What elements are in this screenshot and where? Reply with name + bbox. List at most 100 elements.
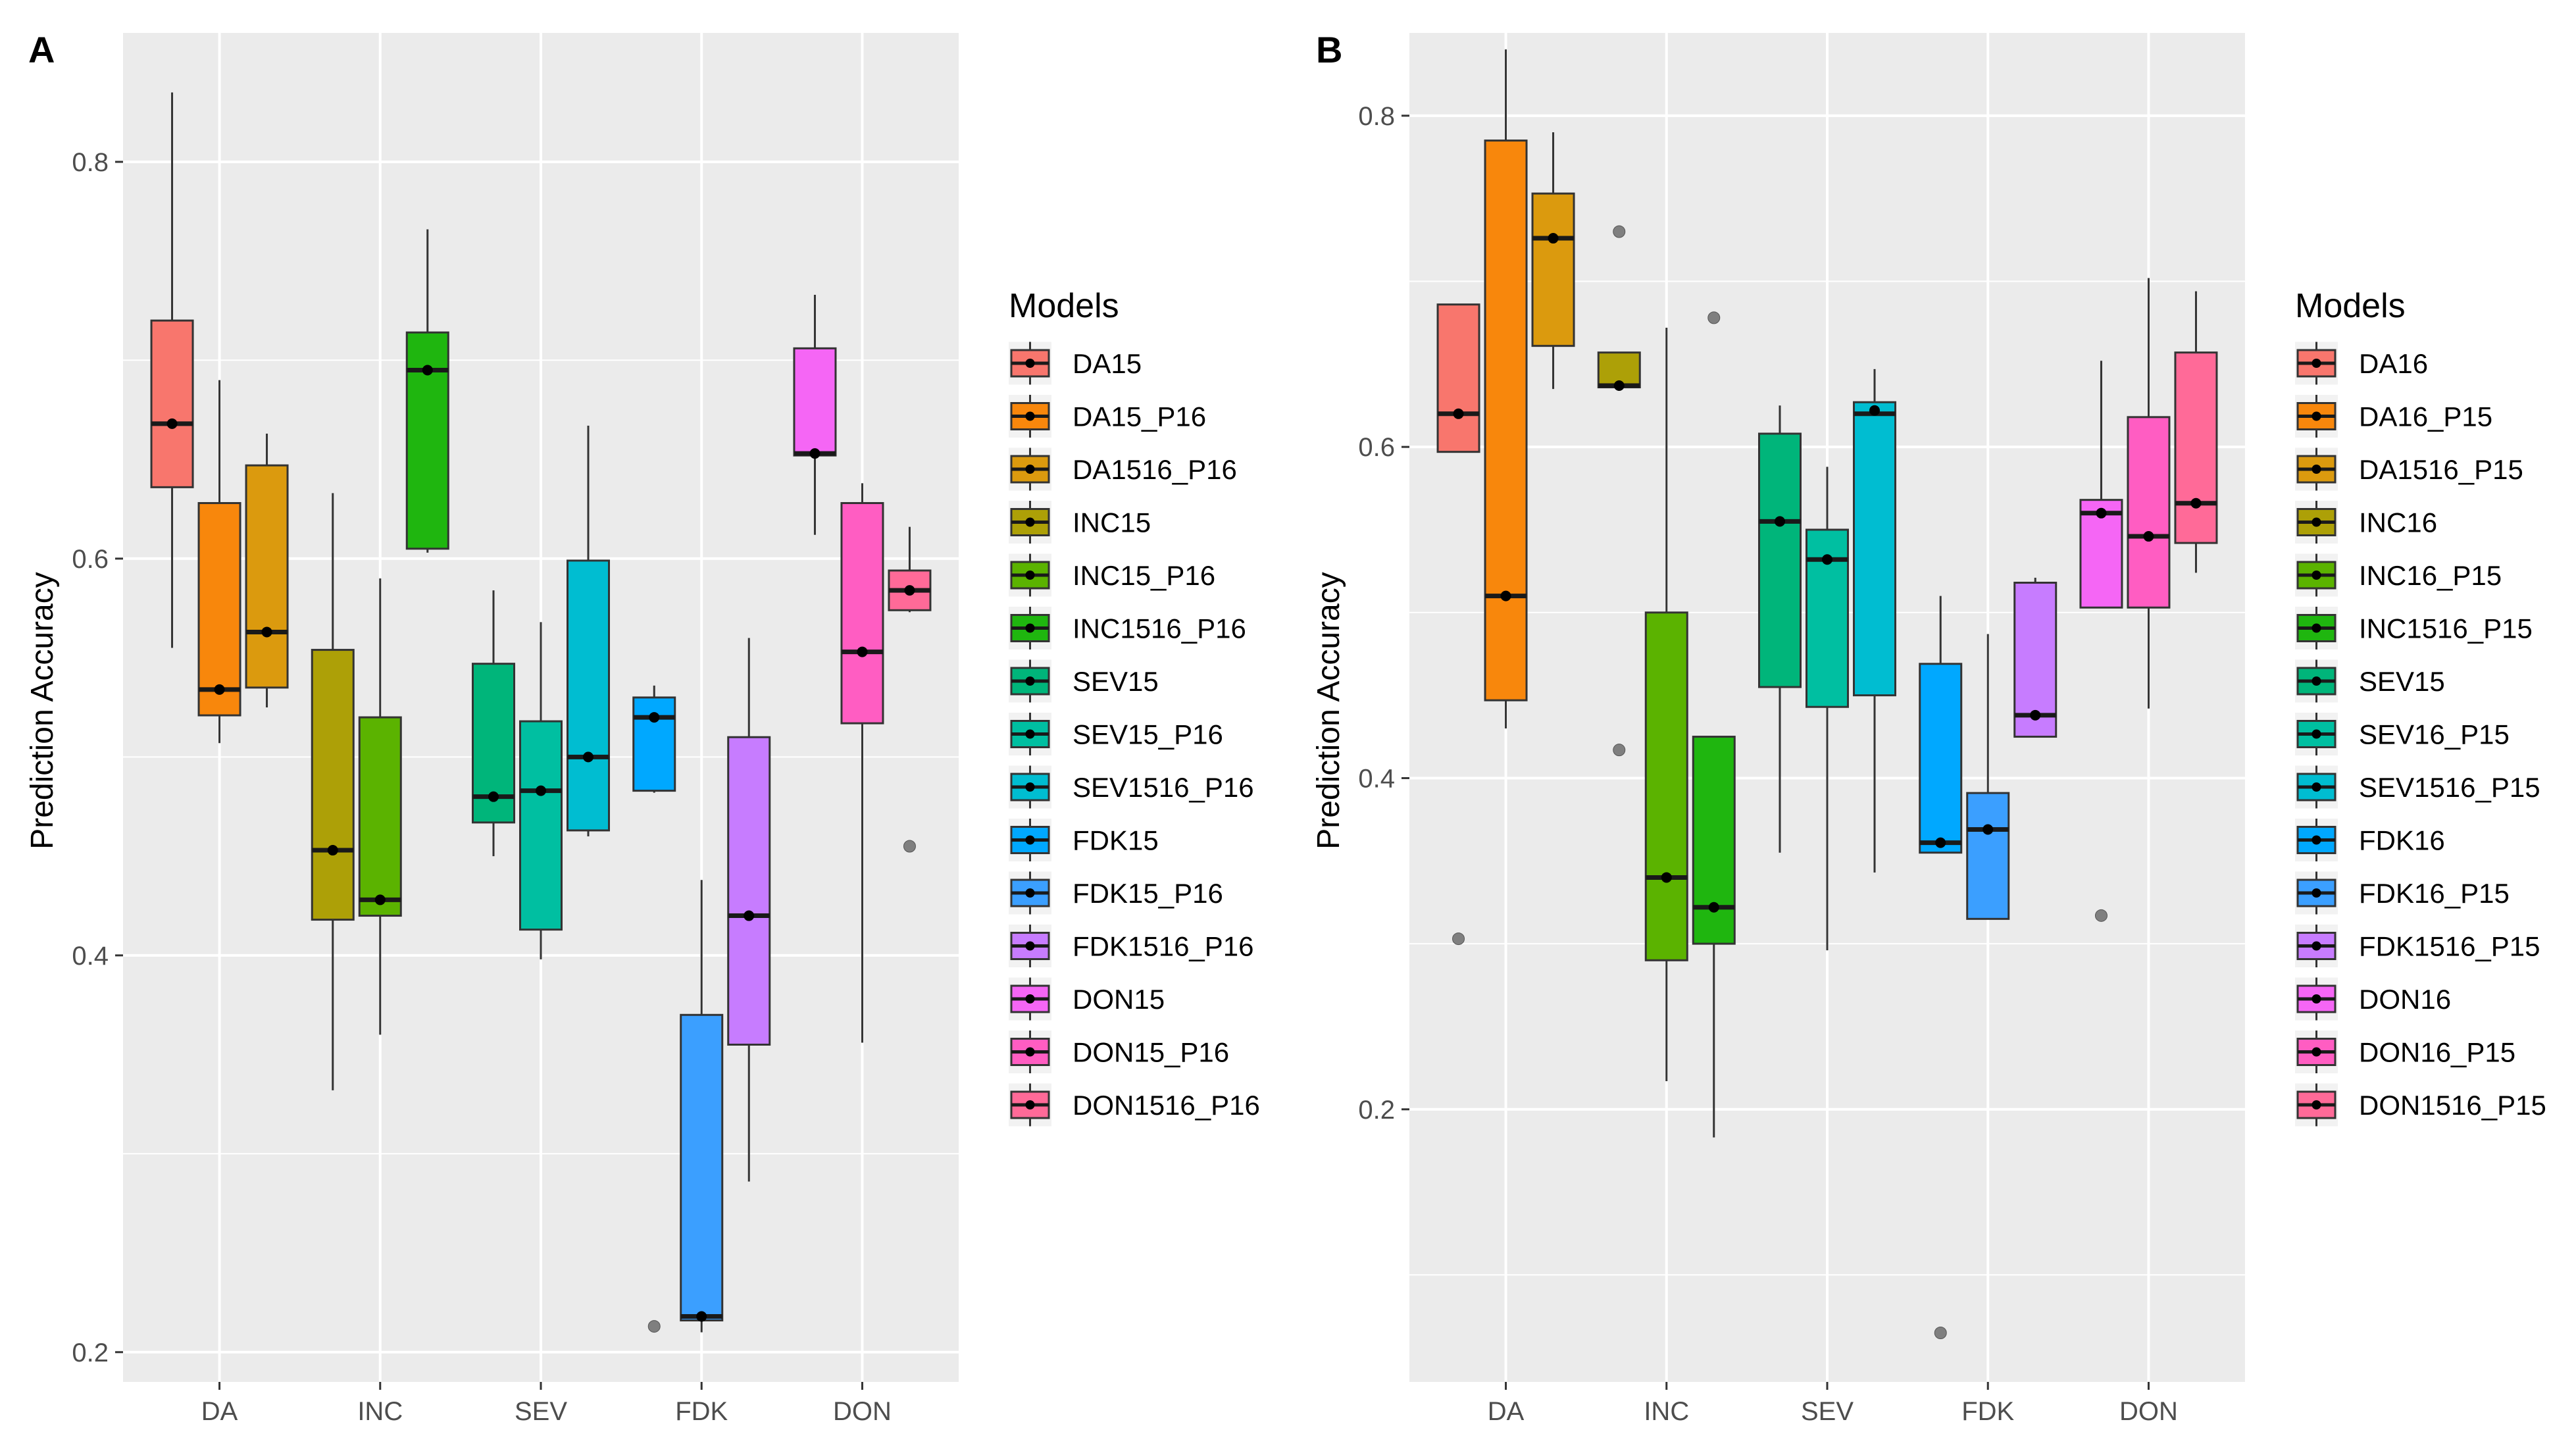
legend-item-fdk15: FDK15	[1009, 819, 1159, 861]
box-sev16-p15	[1806, 467, 1849, 951]
outlier-point	[1452, 932, 1465, 946]
outlier-point	[1934, 1327, 1947, 1340]
mean-point	[214, 684, 225, 695]
x-tick-label-inc: INC	[357, 1397, 403, 1426]
box-fdk16	[1919, 596, 1963, 1340]
legend-item-inc15-p16: INC15_P16	[1009, 553, 1215, 597]
legend: Models DA15 DA15_P16 DA1516_P16 INC15 INC15_…	[1009, 287, 1260, 1127]
legend-label: INC16	[2359, 507, 2437, 538]
mean-point	[744, 910, 755, 921]
iqr-box	[519, 720, 563, 931]
legend-label: SEV16_P15	[2359, 719, 2510, 750]
legend-key-point	[2311, 517, 2321, 527]
box-sev15	[1758, 405, 1802, 853]
legend-item-sev1516-p16: SEV1516_P16	[1009, 765, 1254, 809]
x-tick-label-fdk: FDK	[675, 1397, 728, 1426]
legend-item-da15-p16: DA15_P16	[1009, 395, 1206, 438]
box-don16-p15	[2127, 278, 2171, 709]
legend-key-point	[1025, 465, 1035, 474]
legend-item-don15: DON15	[1009, 977, 1165, 1021]
mean-point	[1661, 872, 1672, 883]
mean-point	[1775, 516, 1785, 527]
mean-point	[2190, 497, 2202, 509]
legend-label: DA15	[1073, 348, 1142, 379]
legend-key-point	[2311, 359, 2321, 368]
iqr-box	[2174, 351, 2218, 544]
box-sev1516-p16	[567, 425, 610, 836]
legend-label: INC16_P15	[2359, 560, 2502, 591]
legend-key-point	[2311, 994, 2321, 1004]
legend-keys: DA16 DA16_P15 DA1516_P15 INC16 INC16_P15 INC1…	[2295, 342, 2546, 1127]
legend-item-don16-p15: DON16_P15	[2295, 1031, 2515, 1073]
legend-label: INC1516_P16	[1073, 613, 1246, 644]
box-da1516-p15	[1531, 132, 1575, 390]
box-da15	[150, 92, 194, 648]
mean-point	[488, 791, 499, 802]
legend-label: DON1516_P16	[1073, 1090, 1260, 1121]
iqr-box	[1531, 192, 1575, 347]
legend-label: DA16	[2359, 348, 2428, 379]
panel-label: A	[28, 29, 55, 70]
outlier-point	[1613, 744, 1626, 757]
legend-key-point	[1025, 359, 1035, 368]
mean-point	[857, 646, 868, 657]
iqr-box	[197, 501, 241, 717]
iqr-box	[793, 347, 837, 457]
legend-label: INC1516_P15	[2359, 613, 2533, 644]
iqr-box	[680, 1013, 724, 1322]
legend-label: FDK1516_P15	[2359, 931, 2540, 962]
iqr-box	[2127, 416, 2171, 609]
box-fdk15-p16	[680, 880, 724, 1333]
box-marks	[1436, 49, 2218, 1340]
legend-item-inc1516-p16: INC1516_P16	[1009, 607, 1246, 649]
y-tick-marks	[1402, 115, 1409, 1111]
legend-key-point	[2311, 623, 2321, 633]
legend-key-point	[2311, 1100, 2321, 1109]
mean-point	[904, 585, 915, 596]
box-da15-p16	[197, 380, 241, 744]
box-da16	[1436, 303, 1480, 946]
outlier-point	[2094, 909, 2108, 922]
panel-a: A Prediction Accuracy 0.2 0.4 0.6 0.8 DA INC…	[25, 29, 1260, 1426]
box-da16-p15	[1484, 49, 1528, 728]
box-marks	[150, 92, 932, 1333]
y-tick-label: 0.6	[72, 545, 109, 574]
legend-key-point	[1025, 941, 1035, 951]
legend: Models DA16 DA16_P15 DA1516_P15 INC16 INC16_…	[2295, 287, 2546, 1127]
legend-item-don1516-p16: DON1516_P16	[1009, 1083, 1260, 1127]
mean-point	[809, 448, 821, 459]
legend-key-point	[2311, 835, 2321, 845]
legend-label: DON16_P15	[2359, 1037, 2515, 1068]
y-tick-label: 0.2	[72, 1338, 109, 1367]
legend-key-point	[1025, 1047, 1035, 1057]
box-don16	[2079, 361, 2123, 922]
y-tick-marks	[115, 161, 123, 1354]
legend-item-fdk1516-p15: FDK1516_P15	[2295, 925, 2540, 967]
legend-label: SEV1516_P16	[1073, 772, 1254, 803]
legend-item-da1516-p15: DA1516_P15	[2295, 447, 2523, 491]
box-inc15	[311, 493, 355, 1090]
legend-item-fdk16: FDK16	[2295, 819, 2445, 861]
legend-item-inc1516-p15: INC1516_P15	[2295, 607, 2533, 649]
mean-point	[649, 712, 660, 723]
box-fdk1516-p15	[2013, 577, 2058, 738]
x-tick-label-da: DA	[201, 1397, 238, 1426]
y-axis-title: Prediction Accuracy	[1311, 572, 1346, 850]
iqr-box	[1919, 663, 1963, 854]
iqr-box	[150, 319, 194, 488]
x-tick-label-da: DA	[1488, 1397, 1525, 1426]
box-fdk15	[632, 685, 676, 1333]
legend-key-point	[1025, 994, 1035, 1004]
box-inc16-p15	[1644, 327, 1688, 1081]
legend-item-sev1516-p15: SEV1516_P15	[2295, 765, 2540, 809]
outlier-point	[647, 1320, 661, 1333]
legend-item-inc16: INC16	[2295, 501, 2437, 544]
box-sev15-p16	[519, 622, 563, 959]
legend-label: INC15	[1073, 507, 1151, 538]
legend-key-point	[1025, 517, 1035, 527]
iqr-box	[840, 501, 884, 725]
mean-point	[583, 751, 593, 763]
mean-point	[2143, 531, 2154, 542]
panel-b: B Prediction Accuracy 0.2 0.4 0.6 0.8 DA INC…	[1311, 29, 2546, 1426]
